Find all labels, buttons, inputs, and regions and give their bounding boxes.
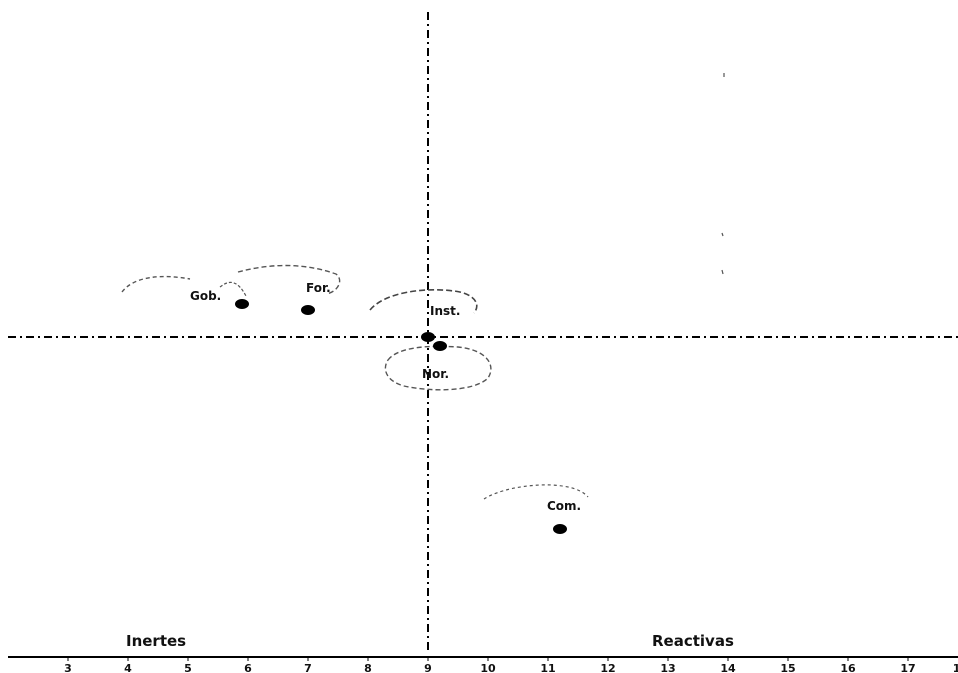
group-arc-for [237, 264, 341, 295]
x-tick-label: 8 [364, 662, 372, 673]
data-point-nor [433, 341, 447, 351]
x-tick-label: 18 [953, 662, 958, 673]
point-label-nor: Nor. [422, 367, 449, 381]
points-layer [235, 299, 567, 534]
group-arc-gob-for [219, 281, 247, 297]
point-label-com: Com. [547, 499, 581, 513]
group-arc-gob [121, 275, 191, 293]
x-tick-label: 13 [660, 662, 675, 673]
x-tick-label: 3 [64, 662, 72, 673]
point-label-for: For. [306, 281, 331, 295]
x-tick-label: 4 [124, 662, 132, 673]
x-tick-label: 14 [720, 662, 736, 673]
quadrant-labels: Inertes Reactivas [126, 632, 734, 650]
decor-mark-2 [721, 232, 724, 237]
x-tick-marks [67, 657, 909, 661]
data-point-com [553, 524, 567, 534]
decor-mark-3 [721, 269, 724, 275]
point-labels-layer: Gob. For. Inst. Nor. Com. [190, 281, 581, 513]
x-tick-label: 9 [424, 662, 432, 673]
x-tick-label: 11 [540, 662, 555, 673]
x-tick-labels: 3 4 5 6 7 8 9 10 11 12 13 14 15 16 17 18 [64, 662, 958, 673]
data-point-for [301, 305, 315, 315]
x-tick-label: 5 [184, 662, 192, 673]
quadrant-label-right: Reactivas [652, 632, 734, 650]
data-point-gob [235, 299, 249, 309]
x-tick-label: 6 [244, 662, 252, 673]
axis-layer: 3 4 5 6 7 8 9 10 11 12 13 14 15 16 17 18 [8, 12, 958, 673]
x-tick-label: 10 [480, 662, 496, 673]
group-arc-inst [369, 289, 478, 314]
decorative-arcs [121, 73, 725, 500]
data-point-inst [421, 332, 435, 342]
x-tick-label: 17 [900, 662, 915, 673]
x-tick-label: 7 [304, 662, 312, 673]
x-tick-label: 12 [600, 662, 615, 673]
point-label-gob: Gob. [190, 289, 221, 303]
x-tick-label: 16 [840, 662, 856, 673]
quadrant-label-left: Inertes [126, 632, 186, 650]
point-label-inst: Inst. [430, 304, 460, 318]
x-tick-label: 15 [780, 662, 795, 673]
